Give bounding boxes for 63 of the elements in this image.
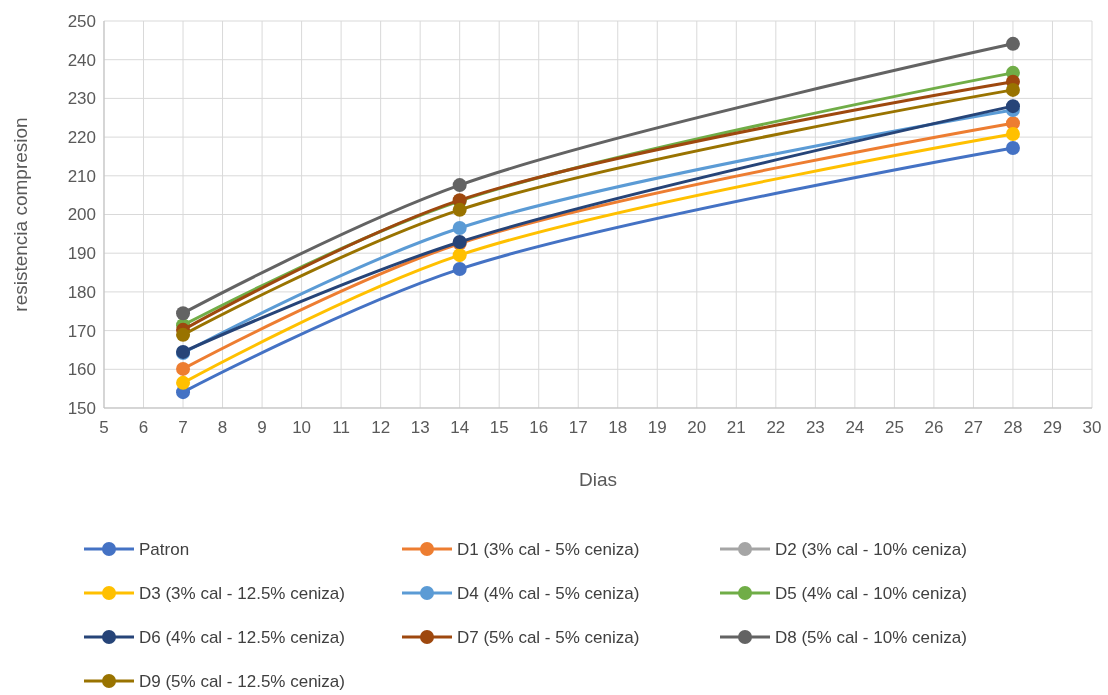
x-tick-label: 28: [1003, 418, 1023, 437]
point: [1005, 127, 1020, 141]
y-tick-label: 160: [67, 360, 96, 380]
y-tick-label: 210: [67, 166, 96, 186]
x-tick-label: 20: [687, 418, 707, 437]
point: [452, 178, 467, 193]
point: [1005, 36, 1020, 51]
y-axis-title: resistencia compresion: [10, 117, 31, 312]
y-tick-label: 240: [67, 50, 96, 70]
x-tick-label: 7: [178, 418, 188, 437]
point: [1005, 82, 1020, 97]
point: [176, 327, 191, 342]
y-tick-label: 190: [67, 244, 96, 264]
legend-label: D4 (4% cal - 5% ceniza): [457, 583, 640, 603]
legend-label: D2 (3% cal - 10% ceniza): [775, 539, 967, 559]
x-tick-label: 25: [884, 418, 904, 437]
x-tick-label: 11: [332, 418, 350, 437]
x-tick-label: 8: [217, 418, 228, 437]
point: [452, 248, 467, 263]
legend-label: D1 (3% cal - 5% ceniza): [457, 539, 640, 559]
y-tick-label: 220: [67, 128, 96, 148]
x-tick-label: 17: [568, 418, 588, 437]
point: [1005, 99, 1020, 114]
legend-label: D5 (4% cal - 10% ceniza): [775, 583, 967, 603]
x-tick-label: 27: [963, 418, 983, 437]
x-tick-label: 16: [529, 418, 549, 437]
legend-label: D3 (3% cal - 12.5% ceniza): [139, 583, 345, 603]
x-tick-label: 5: [99, 418, 109, 437]
point: [176, 361, 191, 376]
y-tick-label: 150: [67, 398, 96, 418]
x-tick-label: 23: [805, 418, 825, 437]
point: [176, 375, 191, 390]
x-tick-label: 21: [726, 418, 746, 437]
y-tick-label: 200: [67, 205, 96, 225]
legend-label: D8 (5% cal - 10% ceniza): [775, 627, 967, 647]
point: [176, 306, 191, 321]
legend-label: Patron: [139, 539, 190, 559]
x-tick-label: 10: [292, 418, 312, 437]
legend-label: D6 (4% cal - 12.5% ceniza): [139, 627, 345, 647]
y-tick-label: 180: [67, 282, 96, 302]
point: [452, 262, 467, 277]
x-tick-label: 24: [845, 418, 865, 437]
y-tick-label: 250: [67, 11, 96, 31]
legend-label: D7 (5% cal - 5% ceniza): [457, 627, 640, 647]
x-tick-label: 9: [257, 418, 267, 437]
point: [1005, 140, 1020, 155]
x-tick-label: 29: [1043, 418, 1062, 437]
y-tick-label: 230: [67, 89, 96, 109]
x-tick-label: 22: [766, 418, 786, 437]
legend-label: D9 (5% cal - 12.5% ceniza): [139, 671, 345, 691]
x-tick-label: 30: [1082, 418, 1102, 437]
x-tick-label: 18: [608, 418, 628, 437]
y-tick-label: 170: [67, 321, 96, 341]
point: [452, 221, 467, 236]
point: [452, 202, 467, 217]
x-tick-label: 15: [489, 418, 509, 437]
x-tick-label: 6: [138, 418, 149, 437]
x-tick-label: 14: [450, 418, 470, 437]
x-tick-label: 26: [924, 418, 944, 437]
x-tick-label: 13: [410, 418, 430, 437]
x-tick-label: 12: [371, 418, 391, 437]
x-axis-title: Dias: [578, 469, 618, 490]
x-tick-label: 19: [647, 418, 667, 437]
